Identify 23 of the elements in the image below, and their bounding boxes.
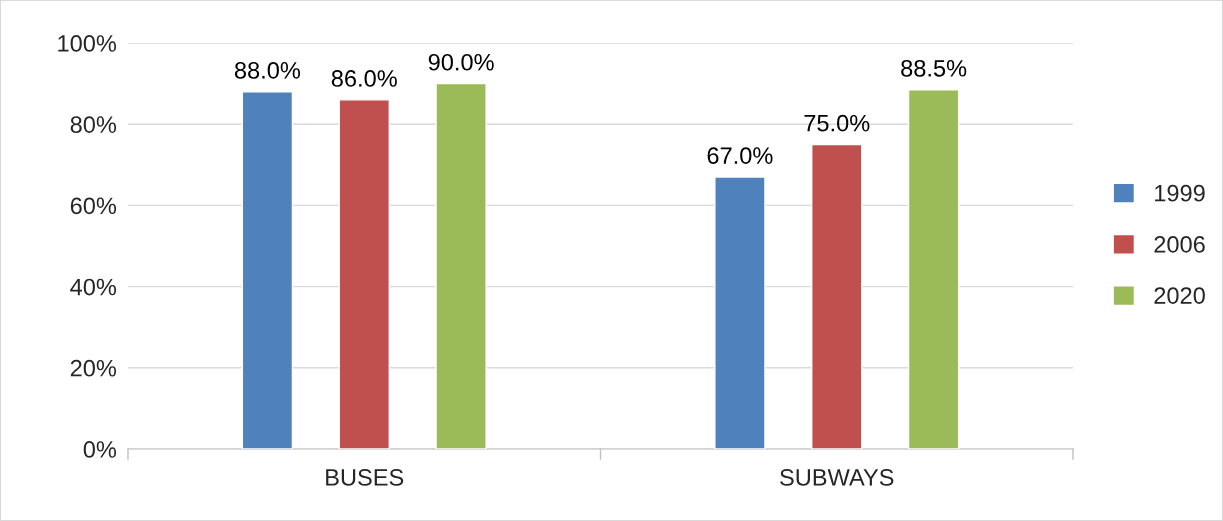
y-tick-label: 100%	[58, 35, 117, 52]
data-label: 90.0%	[428, 53, 494, 71]
bar	[435, 82, 487, 449]
data-label: 88.0%	[234, 62, 301, 79]
data-label: 86.0%	[331, 70, 397, 87]
bar	[338, 99, 390, 449]
legend-label: 2020	[1154, 287, 1205, 304]
data-label: 75.0%	[804, 114, 870, 132]
bar	[907, 88, 960, 449]
bar	[241, 91, 294, 449]
data-label: 67.0%	[707, 147, 773, 164]
x-tick-label: BUSES	[326, 469, 404, 486]
legend-label: 1999	[1155, 184, 1205, 202]
y-tick-label: 0%	[83, 441, 117, 458]
bar	[811, 143, 863, 449]
y-tick-label: 80%	[70, 116, 117, 133]
x-tick-label: SUBWAYS	[780, 469, 894, 486]
y-tick-label: 60%	[70, 197, 117, 215]
y-tick-label: 20%	[70, 359, 117, 377]
y-tick-label: 40%	[70, 278, 117, 296]
data-label: 88.5%	[901, 59, 967, 77]
legend-label: 2006	[1154, 236, 1205, 253]
bar	[714, 176, 766, 449]
